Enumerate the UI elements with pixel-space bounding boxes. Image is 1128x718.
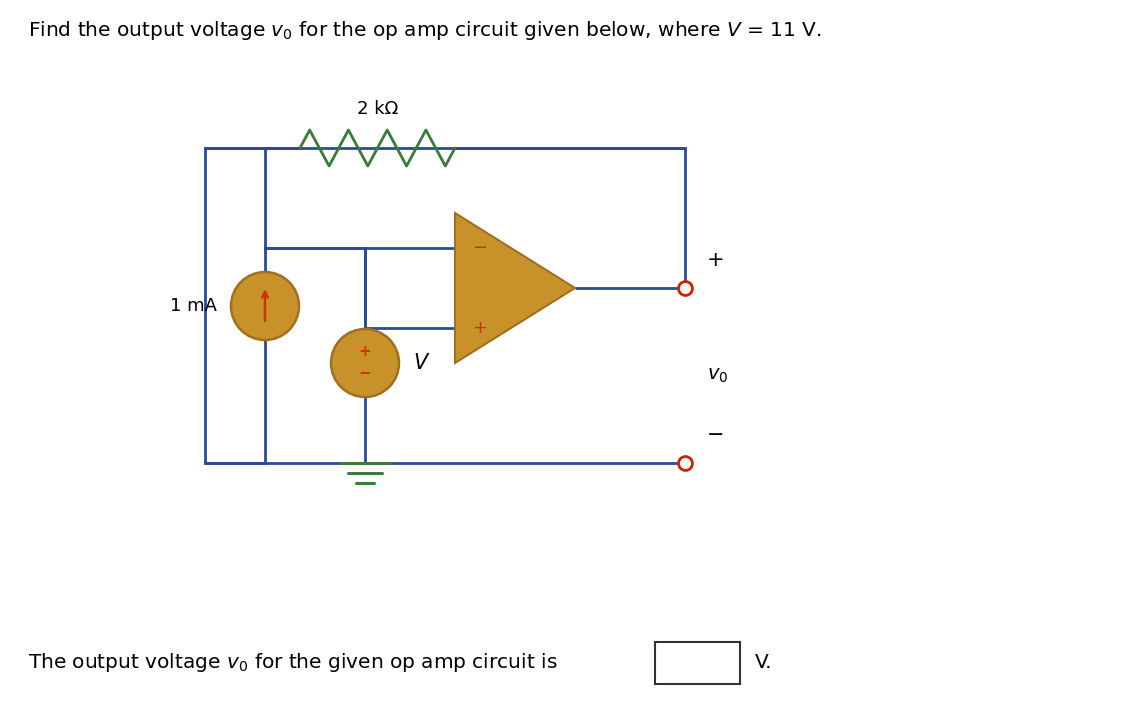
Text: V.: V. (755, 653, 773, 673)
Circle shape (331, 329, 399, 397)
Text: V: V (413, 353, 428, 373)
Text: The output voltage $v_0$ for the given op amp circuit is: The output voltage $v_0$ for the given o… (28, 651, 557, 674)
Polygon shape (455, 213, 575, 363)
Text: $v_0$: $v_0$ (707, 366, 729, 385)
Text: Find the output voltage $v_0$ for the op amp circuit given below, where $V$ = 11: Find the output voltage $v_0$ for the op… (28, 19, 821, 42)
Text: 1 mA: 1 mA (170, 297, 217, 315)
Text: −: − (472, 239, 487, 257)
Text: +: + (707, 250, 724, 270)
Text: +: + (359, 343, 371, 358)
Text: 2 kΩ: 2 kΩ (356, 100, 398, 118)
Text: −: − (707, 425, 724, 445)
FancyBboxPatch shape (655, 642, 740, 684)
Text: +: + (472, 319, 487, 337)
Circle shape (231, 272, 299, 340)
Text: −: − (359, 366, 371, 381)
